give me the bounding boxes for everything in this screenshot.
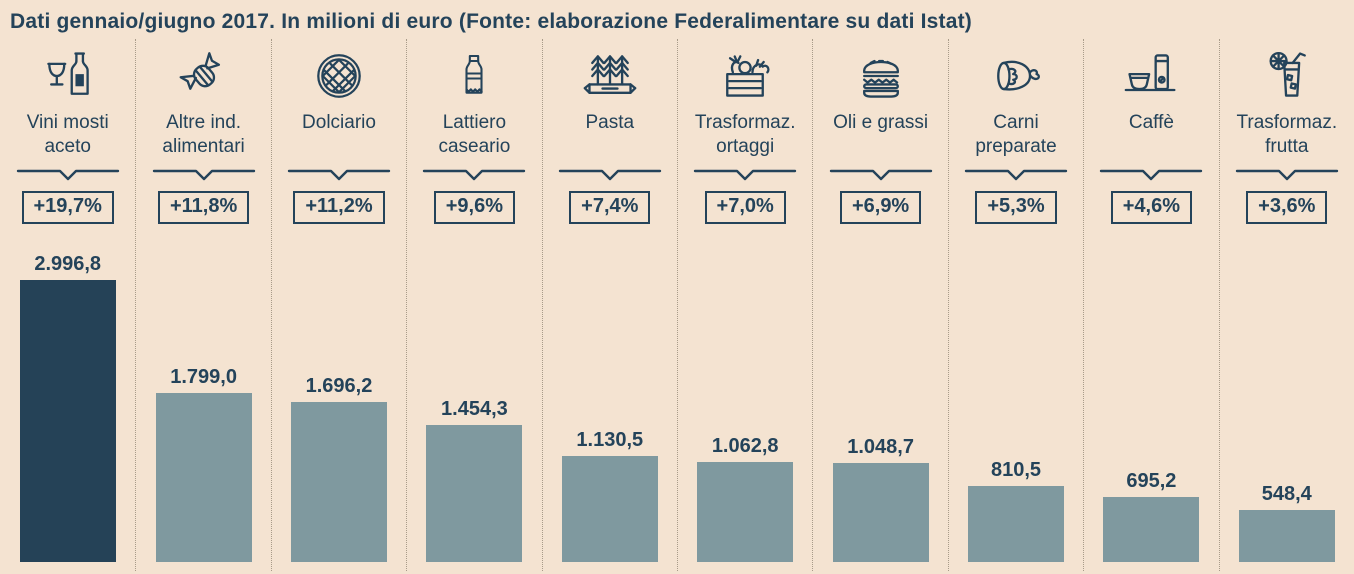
category-column-ortaggi: Trasformaz. ortaggi +7,0% 1.062,8 <box>676 39 812 571</box>
category-column-oli: Oli e grassi +6,9% 1.048,7 <box>812 39 947 571</box>
category-label: Lattiero caseario <box>438 112 511 157</box>
down-chevron-divider <box>287 169 391 182</box>
pct-change-badge: +19,7% <box>21 191 114 224</box>
down-chevron-divider <box>964 169 1068 182</box>
category-label: Trasformaz. ortaggi <box>694 112 796 157</box>
category-column-caffe: Caffè +4,6% 695,2 <box>1083 39 1218 571</box>
bar-area: 2.996,8 <box>0 224 135 571</box>
vegetable-crate-icon <box>717 47 773 105</box>
bar-altre <box>155 393 252 562</box>
category-column-vini: Vini mosti aceto +19,7% 2.996,8 <box>0 39 135 571</box>
down-chevron-divider <box>1099 169 1203 182</box>
bar-pasta <box>561 456 658 562</box>
pct-change-badge: +6,9% <box>839 191 922 224</box>
category-column-frutta: Trasformaz. frutta +3,6% 548,4 <box>1218 39 1354 571</box>
bar-lattiero <box>426 425 523 562</box>
fruit-drink-icon <box>1259 47 1315 105</box>
chart-title: Dati gennaio/giugno 2017. In milioni di … <box>10 10 973 33</box>
bar-ortaggi <box>697 462 794 562</box>
bar-area: 695,2 <box>1084 224 1218 571</box>
coffee-cup-pot-icon <box>1123 47 1179 105</box>
bar-value-label: 548,4 <box>1261 483 1312 505</box>
bar-value-label: 810,5 <box>990 459 1042 481</box>
bar-dolciario <box>290 402 387 562</box>
down-chevron-divider <box>693 169 797 182</box>
category-label: Dolciario <box>302 112 376 133</box>
bar-area: 810,5 <box>949 224 1083 571</box>
milk-bottle-icon <box>449 47 499 105</box>
pct-change-badge: +11,8% <box>157 191 250 224</box>
bar-frutta <box>1238 510 1335 562</box>
pct-change-badge: +11,2% <box>293 191 385 224</box>
down-chevron-divider <box>558 169 662 182</box>
wheat-icon <box>582 47 638 105</box>
pct-change-badge: +3,6% <box>1246 191 1328 224</box>
bar-value-label: 1.696,2 <box>305 375 373 397</box>
bar-value-label: 1.799,0 <box>170 366 237 388</box>
bar-area: 548,4 <box>1220 224 1354 571</box>
bar-vini <box>19 280 116 562</box>
bar-area: 1.048,7 <box>813 224 947 571</box>
bar-area: 1.696,2 <box>272 224 406 571</box>
bar-area: 1.130,5 <box>543 224 677 571</box>
columns-grid: Vini mosti aceto +19,7% 2.996,8 Altre in… <box>0 39 1354 571</box>
category-column-pasta: Pasta +7,4% 1.130,5 <box>541 39 677 571</box>
bar-carni <box>967 486 1064 562</box>
category-column-carni: Carni preparate +5,3% 810,5 <box>947 39 1083 571</box>
bar-area: 1.454,3 <box>407 224 541 571</box>
bar-value-label: 695,2 <box>1126 470 1177 492</box>
pct-change-badge: +5,3% <box>975 191 1057 224</box>
bar-value-label: 2.996,8 <box>34 253 102 275</box>
bar-value-label: 1.048,7 <box>847 436 914 458</box>
down-chevron-divider <box>16 169 120 182</box>
down-chevron-divider <box>152 169 256 182</box>
category-label: Altre ind. alimentari <box>162 112 245 157</box>
pct-change-badge: +9,6% <box>433 191 516 224</box>
burger-icon <box>853 47 909 105</box>
bar-caffe <box>1103 497 1200 562</box>
wine-glass-bottle-icon <box>40 47 96 105</box>
bar-area: 1.062,8 <box>678 224 812 571</box>
bar-value-label: 1.062,8 <box>711 435 779 457</box>
pct-change-badge: +4,6% <box>1110 191 1193 224</box>
bar-value-label: 1.130,5 <box>576 429 644 451</box>
category-column-dolciario: Dolciario +11,2% 1.696,2 <box>270 39 406 571</box>
bar-value-label: 1.454,3 <box>441 398 508 420</box>
down-chevron-divider <box>422 169 526 182</box>
pct-change-badge: +7,0% <box>704 191 786 224</box>
category-column-altre: Altre ind. alimentari +11,8% 1.799,0 <box>135 39 270 571</box>
category-label: Oli e grassi <box>833 112 929 133</box>
category-label: Trasformaz. frutta <box>1236 112 1338 157</box>
category-label: Vini mosti aceto <box>26 112 109 157</box>
bar-oli <box>832 463 929 562</box>
waffle-icon <box>312 47 366 105</box>
bar-area: 1.799,0 <box>136 224 270 571</box>
down-chevron-divider <box>1235 169 1339 182</box>
category-label: Pasta <box>585 112 635 133</box>
category-label: Carni preparate <box>975 112 1057 157</box>
ham-icon <box>988 47 1044 105</box>
wrapped-candy-icon <box>176 47 232 105</box>
category-label: Caffè <box>1128 112 1174 133</box>
pct-change-badge: +7,4% <box>569 191 651 224</box>
category-column-lattiero: Lattiero caseario +9,6% 1.454,3 <box>406 39 541 571</box>
down-chevron-divider <box>829 169 933 182</box>
